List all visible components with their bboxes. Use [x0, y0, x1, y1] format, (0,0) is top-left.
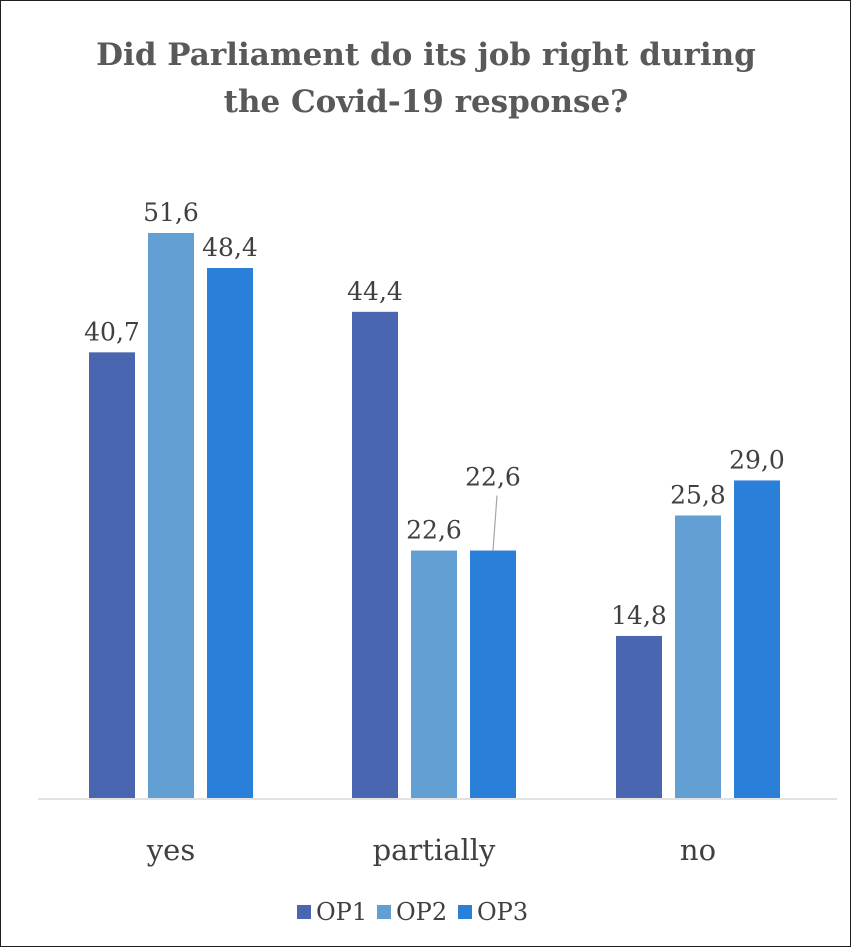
- data-label-op2-partially: 22,6: [406, 516, 462, 545]
- label-leader-line: [492, 495, 498, 551]
- legend: OP1 OP2 OP3: [297, 898, 528, 926]
- legend-label-op2: OP2: [396, 898, 447, 926]
- chart-title-line-1: Did Parliament do its job right during: [96, 37, 756, 73]
- bar-op1-no: [616, 635, 662, 798]
- bar-op2-partially: [411, 550, 457, 798]
- legend-swatch-op2: [377, 905, 391, 919]
- data-label-op3-no: 29,0: [729, 445, 785, 474]
- data-label-op3-yes: 48,4: [202, 233, 258, 262]
- data-label-op2-no: 25,8: [670, 480, 726, 509]
- legend-swatch-op3: [458, 905, 472, 919]
- bar-op3-yes: [207, 268, 253, 798]
- bar-op3-partially: [470, 550, 516, 798]
- data-label-op1-partially: 44,4: [347, 277, 403, 306]
- data-label-op2-yes: 51,6: [143, 198, 199, 227]
- legend-label-op3: OP3: [477, 898, 528, 926]
- category-tick-partially: partially: [373, 833, 496, 867]
- data-label-op3-partially: 22,6: [465, 463, 521, 492]
- bar-op1-yes: [89, 352, 135, 798]
- legend-swatch-op1: [297, 905, 311, 919]
- legend-label-op1: OP1: [316, 898, 367, 926]
- data-labels-layer: 40,7 51,648,4 44,4 22,622,6 14,8 25,829,0: [84, 198, 785, 630]
- category-tick-no: no: [680, 833, 716, 867]
- data-label-op1-no: 14,8: [611, 601, 667, 630]
- chart-title-line-2: the Covid-19 response?: [224, 84, 629, 120]
- bar-op2-no: [675, 515, 721, 798]
- bar-op3-no: [734, 480, 780, 798]
- bar-op1-partially: [352, 311, 398, 798]
- category-ticks-layer: yes partially no: [146, 833, 716, 867]
- category-tick-yes: yes: [146, 833, 195, 867]
- data-label-op1-yes: 40,7: [84, 317, 140, 346]
- bar-op2-yes: [148, 232, 194, 799]
- bars-layer: [89, 232, 780, 799]
